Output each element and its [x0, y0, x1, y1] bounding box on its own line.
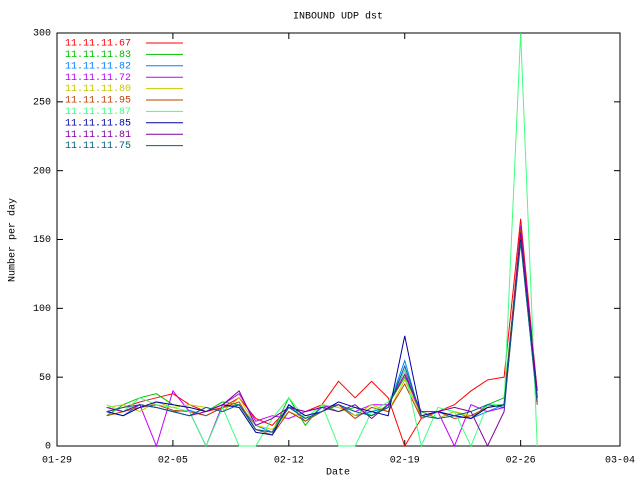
x-tick-label: 02-19 [390, 456, 420, 467]
legend-label: 11.11.11.85 [65, 118, 131, 129]
legend-label: 11.11.11.72 [65, 73, 131, 84]
y-axis-label: Number per day [7, 198, 19, 282]
x-tick-label: 02-26 [506, 456, 536, 467]
series-line [106, 242, 538, 433]
x-axis-label: Date [326, 468, 350, 479]
legend-label: 11.11.11.75 [65, 141, 131, 152]
x-tick-label: 02-12 [274, 456, 304, 467]
legend-label: 11.11.11.81 [65, 130, 131, 141]
x-tick-label: 02-05 [158, 456, 188, 467]
y-tick-label: 250 [33, 97, 51, 108]
x-tick-label: 03-04 [605, 456, 635, 467]
legend-label: 11.11.11.80 [65, 84, 131, 95]
y-tick-label: 100 [33, 304, 51, 315]
legend-label: 11.11.11.67 [65, 39, 131, 50]
y-tick-label: 0 [45, 442, 51, 453]
y-tick-label: 150 [33, 235, 51, 246]
chart-title: INBOUND UDP dst [293, 11, 383, 23]
x-tick-label: 01-29 [42, 456, 72, 467]
legend-label: 11.11.11.95 [65, 96, 131, 107]
legend-label: 11.11.11.87 [65, 107, 131, 118]
y-tick-label: 50 [39, 373, 51, 384]
y-tick-label: 200 [33, 166, 51, 177]
series-line [106, 32, 538, 448]
y-tick-label: 300 [33, 29, 51, 40]
legend-label: 11.11.11.82 [65, 61, 131, 72]
legend-label: 11.11.11.83 [65, 50, 131, 61]
